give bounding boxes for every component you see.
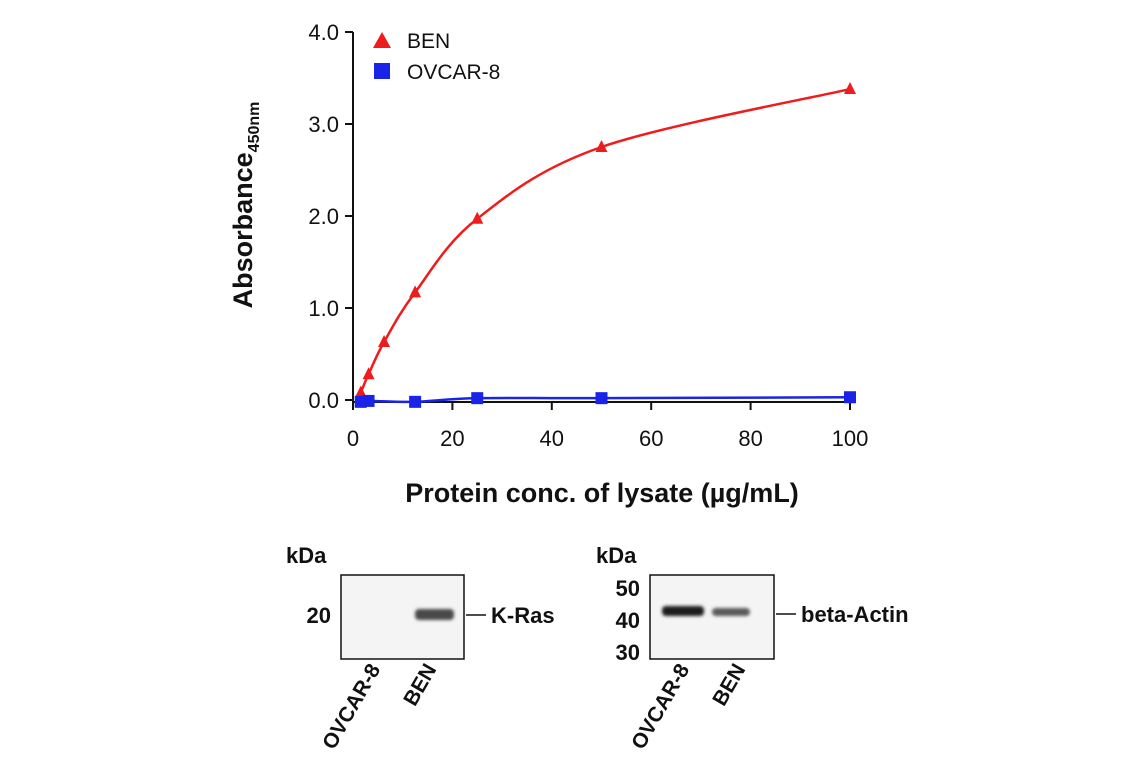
x-axis-label: Protein conc. of lysate (µg/mL): [405, 478, 799, 508]
series-line-ben: [359, 87, 851, 394]
kras-lane-label-ben: BEN: [399, 660, 441, 710]
y-tick-label: 3.0: [308, 112, 339, 137]
data-point-ben: [844, 82, 856, 95]
legend-marker-ovcar8: [374, 63, 390, 79]
x-ticks: 0 20 40 60 80 100: [347, 402, 868, 451]
actin-blot-frame: [649, 574, 775, 660]
legend: BEN OVCAR-8: [373, 30, 500, 84]
data-point-ovcar8: [362, 394, 375, 407]
y-tick-label: 0.0: [308, 388, 339, 413]
legend-marker-ben: [373, 32, 391, 48]
data-point-ben: [362, 367, 375, 380]
actin-marker-30: 30: [616, 640, 640, 665]
kras-blot-frame: [340, 574, 465, 660]
data-point-ovcar8: [595, 392, 608, 405]
actin-band-ovcar8: [662, 606, 704, 616]
actin-marker-40: 40: [616, 608, 640, 633]
actin-lane-label-ben: BEN: [708, 660, 750, 710]
legend-label-ben: BEN: [407, 30, 450, 53]
absorbance-chart: 0.0 1.0 2.0 3.0 4.0 0 20 40 60 80 100 Absorbance4…: [228, 20, 868, 508]
actin-lane-label-ovcar8: OVCAR-8: [627, 660, 694, 754]
actin-kda-label: kDa: [596, 543, 637, 568]
data-point-ben: [471, 211, 484, 224]
x-tick-label: 60: [639, 426, 663, 451]
data-point-ben: [378, 335, 391, 348]
kras-band-label: K-Ras: [491, 603, 555, 628]
x-tick-label: 0: [347, 426, 359, 451]
x-tick-label: 80: [738, 426, 762, 451]
data-point-ben: [354, 385, 367, 398]
y-axis-label-subscript: 450nm: [246, 102, 263, 153]
kras-blot-panel: kDa 20 K-Ras OVCAR-8 BEN: [286, 543, 555, 753]
legend-label-ovcar8: OVCAR-8: [407, 61, 500, 84]
x-tick-label: 20: [440, 426, 464, 451]
y-tick-label: 4.0: [308, 20, 339, 45]
actin-band-ben: [712, 608, 750, 616]
actin-blot-panel: kDa 50 40 30 beta-Actin OVCAR-8 BEN: [596, 543, 909, 753]
y-axis-label-main: Absorbance: [228, 152, 258, 308]
data-point-ben: [595, 140, 608, 152]
y-tick-label: 2.0: [308, 204, 339, 229]
y-axis-label: Absorbance450nm: [228, 102, 263, 309]
kras-band-ben: [415, 609, 454, 620]
series-layer: [354, 82, 856, 408]
x-tick-label: 100: [832, 426, 869, 451]
y-ticks: 0.0 1.0 2.0 3.0 4.0: [308, 20, 353, 413]
actin-band-label: beta-Actin: [801, 602, 909, 627]
data-point-ben: [409, 285, 422, 298]
data-point-ovcar8: [409, 395, 422, 408]
actin-marker-50: 50: [616, 576, 640, 601]
x-tick-label: 40: [540, 426, 564, 451]
kras-kda-label: kDa: [286, 543, 327, 568]
kras-lane-label-ovcar8: OVCAR-8: [318, 660, 385, 754]
kras-marker-20: 20: [307, 603, 331, 628]
y-tick-label: 1.0: [308, 296, 339, 321]
data-point-ovcar8: [471, 392, 484, 405]
data-point-ovcar8: [844, 391, 856, 404]
